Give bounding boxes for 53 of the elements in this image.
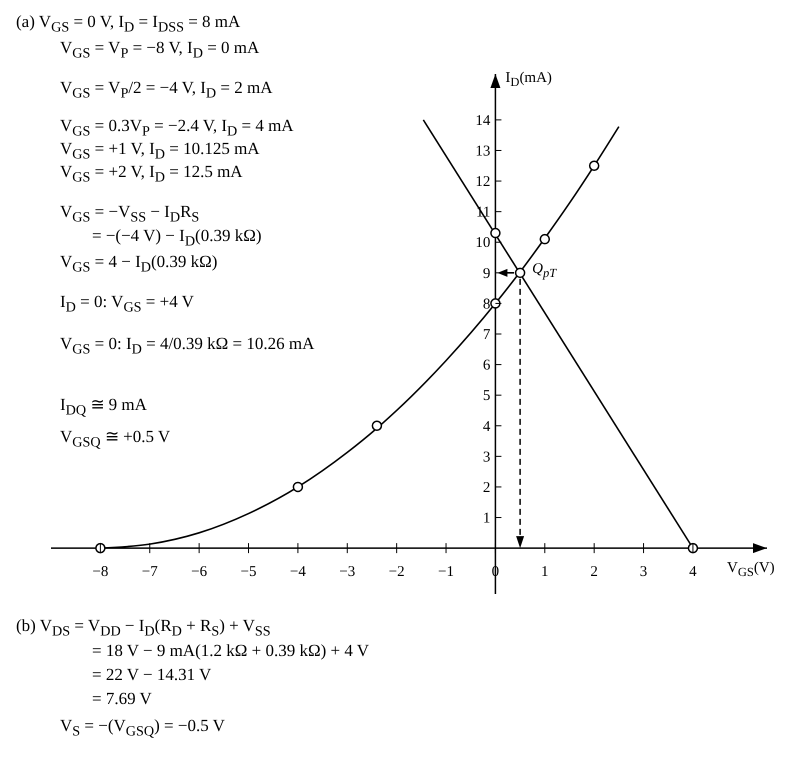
y-tick-label: 10 [475, 235, 490, 252]
text: V$_{GS}$ = V$_{P}$ = −8 V, I$_{D}$ = 0 mA [60, 38, 260, 62]
y-tick-label: 13 [475, 143, 490, 160]
x-tick-label: −7 [142, 564, 158, 580]
annotation: V$_{GS}$ = −V$_{SS}$ − I$_{D}$R$_{S}$ [60, 202, 200, 226]
x-tick-label: 1 [541, 564, 549, 580]
point [292, 482, 304, 492]
y-tick-label: 5 [482, 388, 490, 404]
point [514, 268, 526, 278]
point [588, 160, 600, 172]
y-tick-label: 7 [482, 327, 491, 343]
text: = 18 V − 9 mA(1.2 kΩ + 0.39 kΩ) + 4 V [92, 641, 370, 661]
y-tick-label: 6 [482, 358, 491, 374]
annotation: V$_{GS}$ = 0: I$_{D}$ = 4/0.39 kΩ = 10.26 mA [60, 334, 314, 358]
y-axis-title: I$_{D}$(mA) [505, 70, 552, 90]
annotation: I$_{DQ}$ ≅ 9 mA [60, 394, 147, 420]
y-tick-label: 3 [482, 449, 490, 466]
text: = 7.69 V [92, 689, 152, 709]
point [490, 228, 501, 238]
annotation: = −(−4 V) − I$_{D}$(0.39 kΩ) [92, 226, 262, 250]
point [490, 298, 501, 309]
annotation: V$_{GSQ}$ ≅ +0.5 V [60, 426, 170, 452]
point [540, 234, 550, 244]
annotation: V$_{GS}$ = +1 V, I$_{D}$ = 10.125 mA [60, 139, 260, 164]
y-tick-label: 12 [475, 174, 490, 190]
text: V$_{S}$ = −(V$_{GSQ}$) = −0.5 V [60, 716, 225, 740]
x-tick-label: 4 [689, 564, 698, 580]
x-tick-label: 3 [640, 564, 648, 580]
annotation: V$_{GS}$ = V$_{P}$/2 = −4 V, I$_{D}$ = 2 mA [60, 78, 272, 102]
annotation: V$_{GS}$ = 4 − I$_{D}$(0.39 kΩ) [60, 252, 218, 276]
y-tick-label: 4 [482, 418, 491, 435]
x-tick-label: 2 [590, 564, 598, 580]
y-tick-label: 14 [475, 112, 491, 129]
y-tick-label: 1 [482, 510, 490, 527]
annotation: Q$_{pT}$ [532, 260, 556, 281]
y-tick-label: 9 [482, 266, 490, 282]
point [372, 420, 382, 432]
text: (a) V$_{GS}$ = 0 V, I$_{D}$ = I$_{DSS}$ = 8 mA [16, 12, 240, 36]
text: (b) V$_{DS}$ = V$_{DD}$ − I$_{D}$(R$_{D}$ + R$_{S}$) + V$_{SS}$ [16, 616, 271, 640]
x-tick-label: −1 [438, 564, 454, 580]
annotation: V$_{GS}$ = +2 V, I$_{D}$ = 12.5 mA [60, 162, 243, 186]
x-tick-label: −5 [240, 564, 256, 580]
x-tick-label: −8 [92, 564, 108, 580]
x-tick-label: −4 [290, 564, 306, 580]
y-tick-label: 2 [482, 480, 490, 496]
annotation: V$_{GS}$ = 0.3V$_{P}$ = −2.4 V, I$_{D}$ = 4 mA [60, 116, 294, 140]
x-tick-label: −3 [339, 564, 356, 580]
x-axis-title: V$_{GS}$(V) [727, 560, 775, 580]
annotation: I$_{D}$ = 0: V$_{GS}$ = +4 V [60, 292, 194, 316]
text: = 22 V − 14.31 V [92, 665, 212, 685]
x-tick-label: −2 [388, 564, 405, 580]
y-tick-label: 8 [482, 296, 490, 312]
x-tick-label: −6 [191, 564, 208, 580]
